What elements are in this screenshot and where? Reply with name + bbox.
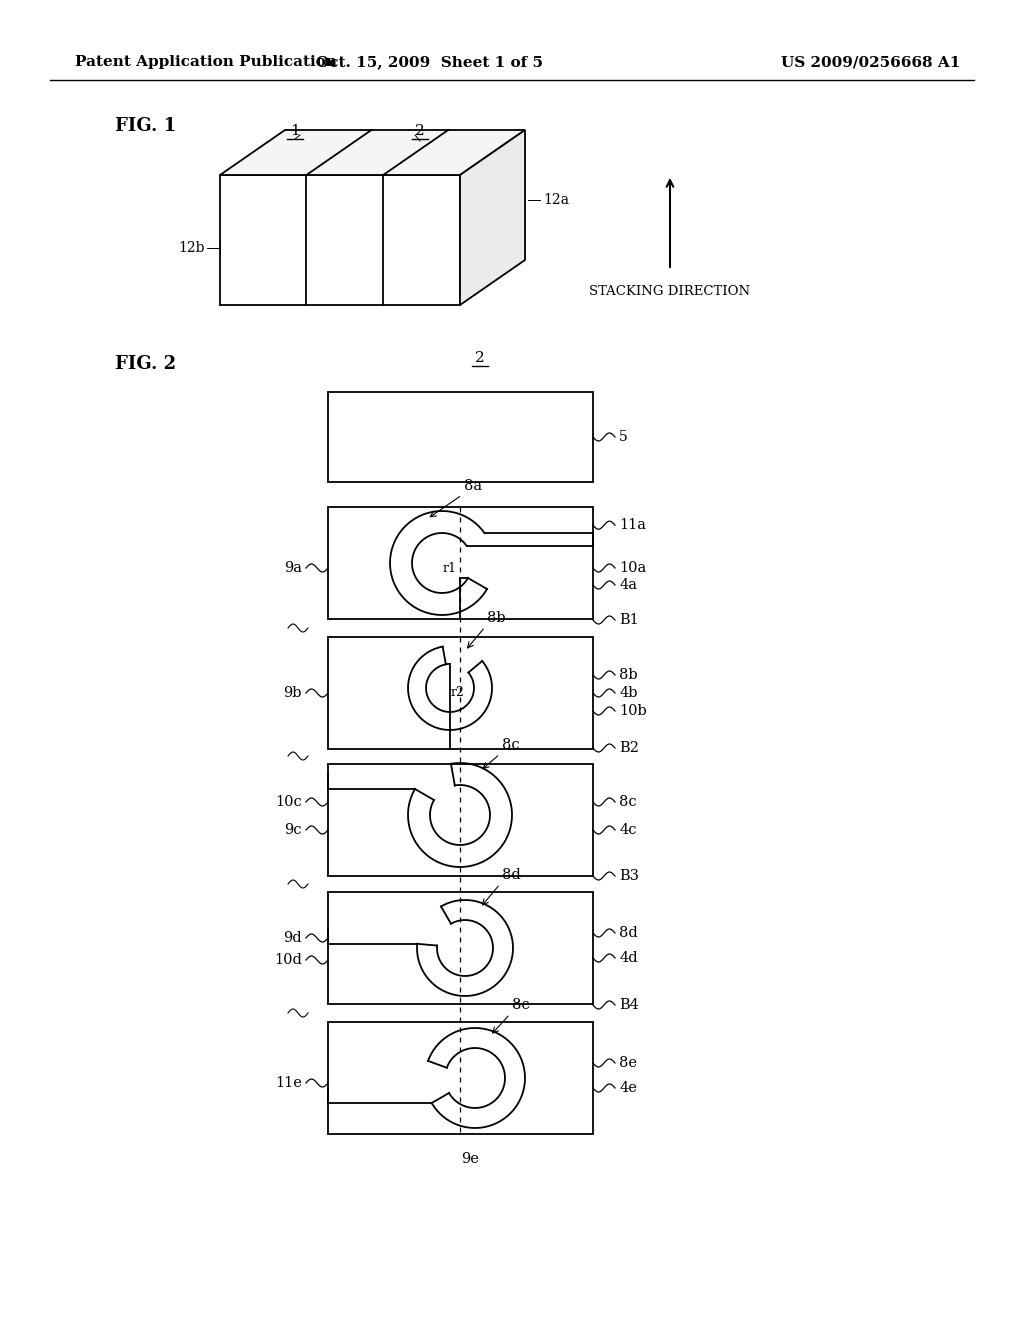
Text: FIG. 2: FIG. 2 xyxy=(115,355,176,374)
Text: 4d: 4d xyxy=(618,950,638,965)
Text: 12b: 12b xyxy=(178,242,205,255)
Text: 8d: 8d xyxy=(502,869,521,882)
Text: Oct. 15, 2009  Sheet 1 of 5: Oct. 15, 2009 Sheet 1 of 5 xyxy=(316,55,544,69)
Text: 8a: 8a xyxy=(464,479,482,492)
Text: 8b: 8b xyxy=(487,611,506,624)
Text: 8d: 8d xyxy=(618,927,638,940)
Text: 2: 2 xyxy=(475,351,485,366)
Text: 9a: 9a xyxy=(284,561,302,576)
Text: Patent Application Publication: Patent Application Publication xyxy=(75,55,337,69)
Text: B3: B3 xyxy=(618,869,639,883)
Text: 9d: 9d xyxy=(284,931,302,945)
Text: 12a: 12a xyxy=(543,193,569,207)
Text: 4c: 4c xyxy=(618,822,637,837)
Text: r1: r1 xyxy=(443,561,457,574)
Text: 8e: 8e xyxy=(512,998,530,1012)
Text: 9b: 9b xyxy=(284,686,302,700)
Text: 8e: 8e xyxy=(618,1056,637,1071)
Text: FIG. 1: FIG. 1 xyxy=(115,117,176,135)
Text: 4e: 4e xyxy=(618,1081,637,1096)
Text: STACKING DIRECTION: STACKING DIRECTION xyxy=(590,285,751,298)
Text: 5: 5 xyxy=(618,430,628,444)
Polygon shape xyxy=(460,129,525,305)
Text: 9e: 9e xyxy=(461,1152,479,1166)
Text: 9c: 9c xyxy=(285,822,302,837)
Text: r2: r2 xyxy=(451,686,465,700)
Text: B1: B1 xyxy=(618,612,639,627)
Text: 10d: 10d xyxy=(274,953,302,968)
Text: 8c: 8c xyxy=(502,738,519,752)
Text: 8b: 8b xyxy=(618,668,638,682)
Text: 1: 1 xyxy=(290,124,300,139)
Text: 2: 2 xyxy=(415,124,425,139)
Text: US 2009/0256668 A1: US 2009/0256668 A1 xyxy=(780,55,961,69)
Text: 8c: 8c xyxy=(618,795,637,809)
Text: 11a: 11a xyxy=(618,519,646,532)
Text: 10b: 10b xyxy=(618,704,647,718)
Text: 4b: 4b xyxy=(618,686,638,700)
Text: 10c: 10c xyxy=(275,795,302,809)
Text: 4a: 4a xyxy=(618,578,637,591)
Text: B2: B2 xyxy=(618,741,639,755)
Text: 11e: 11e xyxy=(275,1076,302,1090)
Text: 10a: 10a xyxy=(618,561,646,576)
Text: B4: B4 xyxy=(618,998,639,1012)
Polygon shape xyxy=(220,129,525,176)
